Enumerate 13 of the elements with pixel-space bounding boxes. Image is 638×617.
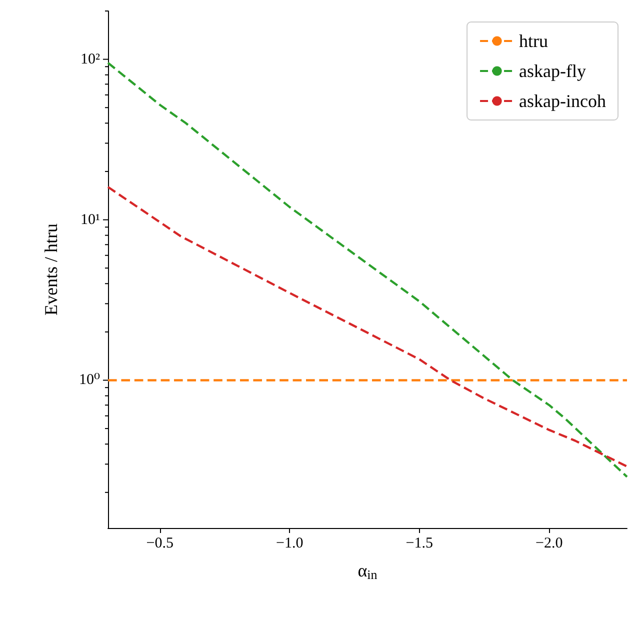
line-series [106, 186, 628, 468]
legend-label: htru [519, 31, 548, 51]
x-tick-label: −0.5 [146, 536, 174, 552]
legend-label: askap-incoh [519, 91, 606, 111]
line-series [106, 62, 628, 478]
y-tick-label: 10⁰ [78, 372, 100, 388]
x-tick-label: −1.5 [406, 536, 434, 552]
y-tick-label: 10² [80, 51, 100, 68]
y-tick-label: 10¹ [80, 212, 100, 228]
legend-label: askap-fly [519, 61, 586, 81]
x-tick-label: −2.0 [536, 536, 563, 552]
x-tick-label: −1.0 [276, 536, 304, 552]
y-axis-title: Events / htru [41, 224, 61, 316]
